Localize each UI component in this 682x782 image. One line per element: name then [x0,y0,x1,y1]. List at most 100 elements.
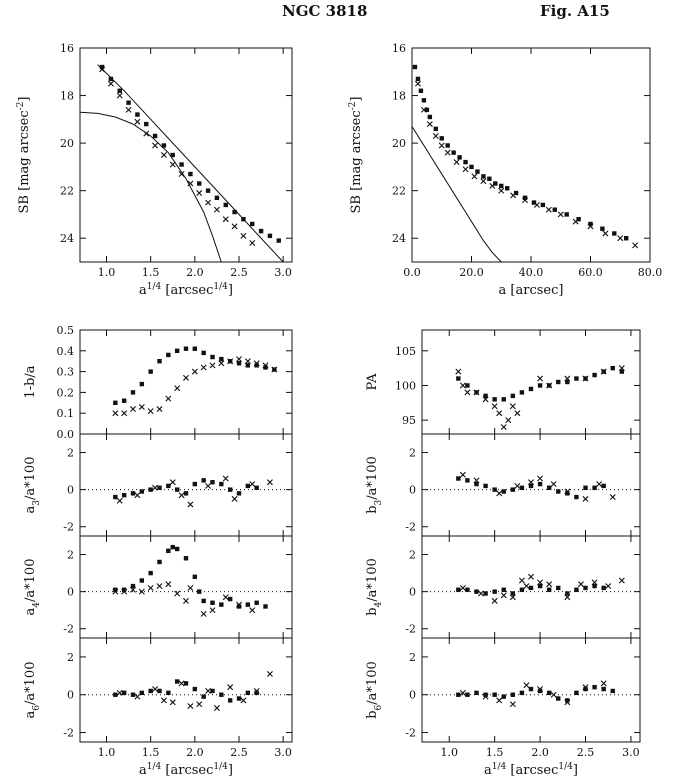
a3-point-square [113,494,118,500]
a4-point-square [130,583,136,589]
a6-point-cross [134,693,141,700]
a4-point-cross [112,588,119,595]
ellip-point-square [192,346,198,351]
sb_r14-point-square [179,162,184,167]
ellip-point-cross [121,410,128,417]
ellip-point-cross [147,408,154,415]
sb_r14-point-cross [116,92,123,99]
sb_lin-point-square [513,190,519,196]
ellip-point-cross [112,410,119,417]
pa-ytick-label: 100 [395,379,416,392]
a6-point-cross [266,670,273,677]
b3-point-cross [459,471,466,478]
a6-point-square [183,681,189,686]
ellip-point-square [174,348,180,353]
a4-point-cross [121,588,128,595]
a4-point-cross [165,581,172,588]
a3-point-cross [249,481,256,488]
a4-frame [79,535,293,639]
b6-point-cross [600,680,607,687]
b6-point-square [510,692,516,697]
sb_lin-point-square [433,126,438,132]
a3-ytick-label: 2 [67,447,74,460]
a6-point-cross [253,687,260,694]
b4-point-square [501,587,506,592]
b6-point-square [492,692,497,697]
sb_lin-point-cross [426,121,433,128]
sb_lin-point-square [481,174,486,179]
b3-point-square [537,481,543,487]
b6-point-square [583,686,588,692]
b4-point-cross [591,579,598,586]
pa-point-cross [514,410,521,417]
sb_lin-point-square [439,136,444,141]
b6-point-square [601,686,606,692]
sb_lin-point-square [487,176,492,181]
sb_r14-xtick-label: 2.5 [230,266,248,279]
a4-ytick-label: 0 [67,586,74,599]
b6-point-square [574,690,579,696]
a6-point-square [245,690,251,696]
a3-point-square [157,485,162,490]
a6-xtick-label: 3.0 [274,746,292,759]
b3-ylabel: b3/a*100 [365,456,384,514]
b4-point-cross [605,583,612,590]
sb_r14-point-square [267,233,273,239]
b6-xtick-label: 1.5 [486,746,504,759]
sb_lin-point-cross [438,142,445,149]
pa-point-square [610,365,615,371]
sb_lin-point-cross [453,159,460,166]
b4-point-cross [491,597,498,604]
b6-point-cross [523,682,530,689]
sb_r14-point-cross [169,161,176,168]
b4-point-square [537,583,543,589]
a4-point-square [121,587,127,592]
a6-point-square [166,690,171,696]
pa-point-square [465,383,470,388]
pa-point-cross [473,389,480,396]
a4-point-cross [183,597,189,604]
sb_lin-point-cross [587,223,594,230]
sb_lin-point-square [493,181,498,186]
pa-point-square [483,393,488,399]
pa-point-cross [582,375,589,382]
b6-xtick-label: 1.0 [441,746,459,759]
sb_r14-xtick-label: 1.5 [142,266,160,279]
ellip-point-cross [200,364,207,371]
ellip-point-square [139,381,145,387]
b4-point-square [574,587,579,592]
a4-point-square [236,604,242,609]
sb_r14-model-line [97,64,284,263]
pa-point-square [528,386,534,392]
b3-ytick-label: -2 [405,521,416,534]
sb_r14-point-cross [205,199,212,206]
ellip-point-cross [191,368,198,375]
b3-point-square [528,483,534,489]
a4-point-square [254,600,259,605]
a6-point-square [210,688,215,694]
pa-point-square [456,376,461,381]
pa-point-cross [500,424,507,431]
a6-point-cross [227,684,234,691]
sb_lin-point-square [552,207,557,212]
ellip-point-cross [236,356,242,363]
sb_r14-point-square [117,88,122,93]
sb_r14-point-square [170,152,175,158]
sb_r14-point-square [223,202,228,208]
sb_r14-xtick-label: 1.0 [98,266,116,279]
a3-point-cross [231,495,238,502]
sb_r14-ytick-label: 24 [60,232,74,245]
sb_r14-ytick-label: 16 [60,42,74,55]
a3-point-square [174,487,180,492]
b4-point-square [565,591,570,596]
sb_r14-point-cross [152,142,159,149]
pa-point-cross [491,403,498,410]
a6-point-square [219,692,224,697]
b6-ytick-label: 2 [409,651,416,664]
sb_lin-point-square [588,221,593,227]
a3-ytick-label: -2 [63,521,74,534]
a4-point-square [201,598,206,604]
sb_r14-point-cross [134,118,141,125]
a4-ytick-label: 2 [67,549,74,562]
sb_r14-point-square [99,64,105,70]
